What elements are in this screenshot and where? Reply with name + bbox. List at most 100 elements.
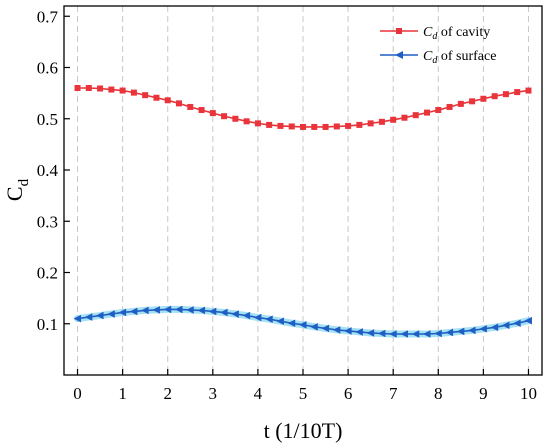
data-point-cavity bbox=[266, 121, 273, 128]
data-point-surface bbox=[366, 329, 375, 337]
x-tick-label: 8 bbox=[434, 384, 443, 403]
legend-cavity-sub: d bbox=[432, 31, 438, 42]
x-tick-label: 4 bbox=[254, 384, 263, 403]
data-point-surface bbox=[174, 305, 183, 314]
data-point-cavity bbox=[491, 93, 498, 100]
data-point-cavity bbox=[198, 107, 205, 114]
data-point-cavity bbox=[311, 123, 318, 130]
data-point-cavity bbox=[446, 103, 453, 110]
data-point-surface bbox=[501, 321, 510, 330]
data-point-surface bbox=[84, 313, 93, 321]
x-tick-label: 3 bbox=[209, 384, 218, 403]
y-axis-label: Cd bbox=[2, 178, 32, 201]
data-point-surface bbox=[242, 311, 251, 320]
data-point-cavity bbox=[457, 100, 464, 107]
data-point-cavity bbox=[288, 123, 295, 130]
data-point-surface bbox=[152, 306, 160, 314]
data-point-surface bbox=[321, 324, 330, 333]
data-point-cavity bbox=[378, 118, 385, 125]
data-point-cavity bbox=[164, 97, 171, 104]
data-point-cavity bbox=[108, 86, 115, 93]
legend-marker-cavity bbox=[396, 28, 402, 34]
data-point-cavity bbox=[277, 122, 284, 129]
x-tick-label: 7 bbox=[389, 384, 398, 403]
data-point-surface bbox=[265, 315, 273, 323]
series-cavity bbox=[74, 85, 532, 130]
y-tick-label: 0.3 bbox=[37, 212, 58, 231]
data-point-cavity bbox=[209, 110, 216, 117]
data-point-cavity bbox=[254, 120, 261, 127]
data-point-surface bbox=[220, 308, 228, 317]
data-point-surface bbox=[411, 330, 420, 338]
data-point-cavity bbox=[401, 114, 408, 121]
y-tick-label: 0.6 bbox=[37, 59, 58, 78]
data-point-surface bbox=[479, 325, 487, 333]
data-point-cavity bbox=[435, 107, 442, 114]
data-point-cavity bbox=[119, 87, 126, 94]
y-axis-ticks: 0.1 0.2 0.3 0.4 0.5 0.6 0.7 bbox=[37, 7, 70, 334]
legend: Cd of cavity Cd of surface bbox=[380, 25, 496, 66]
legend-cavity-main: C bbox=[423, 25, 433, 40]
data-point-cavity bbox=[469, 98, 476, 105]
y-axis-label-sub: d bbox=[16, 178, 32, 186]
legend-surface-main: C bbox=[423, 49, 433, 64]
data-point-cavity bbox=[322, 123, 329, 130]
data-point-cavity bbox=[97, 85, 104, 92]
x-tick-label: 10 bbox=[520, 384, 537, 403]
data-point-surface bbox=[197, 306, 206, 315]
data-point-surface bbox=[287, 319, 296, 328]
data-point-cavity bbox=[367, 120, 374, 127]
data-point-cavity bbox=[243, 118, 250, 125]
data-point-cavity bbox=[424, 109, 431, 116]
data-point-cavity bbox=[300, 123, 306, 130]
data-point-surface bbox=[524, 316, 532, 325]
legend-cavity-rest: of cavity bbox=[437, 25, 490, 40]
x-tick-label: 0 bbox=[73, 384, 82, 403]
data-point-surface bbox=[299, 320, 307, 329]
x-axis-ticks: 0 1 2 3 4 5 6 7 8 9 10 bbox=[73, 369, 537, 403]
data-point-cavity bbox=[356, 121, 363, 128]
x-tick-label: 9 bbox=[479, 384, 488, 403]
x-axis-label: t (1/10T) bbox=[264, 418, 343, 443]
x-tick-label: 2 bbox=[163, 384, 172, 403]
y-axis-label-main: C bbox=[2, 186, 27, 201]
data-point-cavity bbox=[175, 100, 182, 107]
data-point-cavity bbox=[187, 103, 194, 110]
series-surface bbox=[73, 305, 532, 338]
data-point-cavity bbox=[232, 115, 239, 122]
legend-label-surface: Cd of surface bbox=[423, 49, 496, 66]
data-point-surface bbox=[231, 310, 239, 318]
legend-surface-sub: d bbox=[432, 55, 438, 66]
data-point-surface bbox=[332, 326, 341, 334]
data-point-cavity bbox=[390, 116, 397, 123]
data-point-cavity bbox=[333, 123, 340, 130]
x-tick-label: 6 bbox=[344, 384, 353, 403]
x-tick-label: 1 bbox=[118, 384, 127, 403]
data-point-surface bbox=[73, 314, 82, 323]
data-point-cavity bbox=[525, 87, 532, 94]
data-point-surface bbox=[377, 329, 386, 338]
data-point-surface bbox=[118, 308, 127, 317]
y-tick-label: 0.7 bbox=[37, 7, 59, 26]
data-point-surface bbox=[468, 326, 476, 335]
data-point-surface bbox=[107, 310, 115, 318]
data-point-surface bbox=[186, 306, 194, 314]
data-point-surface bbox=[208, 307, 217, 316]
data-point-surface bbox=[276, 317, 284, 325]
data-point-surface bbox=[253, 313, 262, 322]
data-point-surface bbox=[141, 306, 149, 315]
data-point-cavity bbox=[514, 89, 521, 96]
data-point-surface bbox=[344, 327, 352, 335]
y-tick-label: 0.2 bbox=[37, 264, 58, 283]
data-point-surface bbox=[129, 307, 138, 316]
data-point-cavity bbox=[345, 122, 352, 129]
data-point-surface bbox=[445, 328, 454, 337]
y-tick-label: 0.4 bbox=[37, 161, 59, 180]
data-point-cavity bbox=[142, 92, 149, 99]
legend-label-cavity: Cd of cavity bbox=[423, 25, 490, 42]
data-point-surface bbox=[389, 330, 397, 338]
data-point-surface bbox=[163, 305, 172, 314]
x-tick-label: 5 bbox=[299, 384, 308, 403]
data-point-cavity bbox=[412, 112, 419, 119]
data-point-cavity bbox=[480, 95, 487, 102]
